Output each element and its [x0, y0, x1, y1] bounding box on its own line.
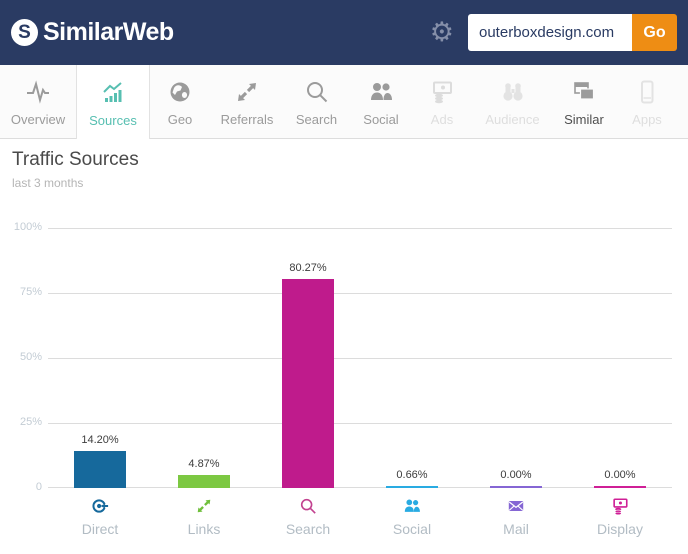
bar-value-label: 0.66%	[396, 469, 428, 481]
tab-label: Search	[295, 112, 338, 127]
bar-chart-trend-icon	[103, 82, 122, 102]
tab-referrals[interactable]: Referrals	[210, 65, 284, 138]
tab-ads[interactable]: Ads	[413, 65, 471, 138]
plot-area	[48, 228, 672, 488]
y-tick: 25%	[19, 416, 42, 428]
tab-apps[interactable]: Apps	[614, 65, 680, 138]
bar[interactable]	[178, 475, 230, 488]
tab-label: Audience	[485, 112, 540, 127]
traffic-sources-chart: 100% 75% 50% 25% 0 14.20% 4.87% 80.27% 0…	[0, 190, 688, 554]
tab-label: Similar	[564, 112, 604, 127]
similarweb-logo-icon: S	[11, 19, 38, 46]
mail-envelope-icon	[464, 497, 568, 515]
referral-arrows-icon	[238, 83, 256, 101]
pulse-icon	[27, 80, 49, 104]
bar-column-links: 4.87%	[152, 228, 256, 488]
globe-icon	[170, 82, 190, 102]
category-label-display: Display	[597, 521, 643, 537]
bar-column-display: 0.00%	[568, 228, 672, 488]
ads-billboard-icon	[433, 81, 452, 104]
go-button[interactable]: Go	[632, 14, 677, 51]
tab-similar[interactable]: Similar	[554, 65, 614, 138]
magnifier-icon	[306, 82, 327, 103]
category-label-mail: Mail	[503, 521, 529, 537]
bars-container: 14.20% 4.87% 80.27% 0.66% 0.00% 0.00%	[48, 228, 672, 488]
bar-value-label: 0.00%	[604, 469, 636, 481]
tab-label: Ads	[430, 112, 454, 127]
tab-geo[interactable]: Geo	[150, 65, 210, 138]
y-tick: 0	[35, 481, 42, 493]
tab-label: Apps	[632, 112, 662, 127]
binoculars-icon	[502, 83, 523, 101]
gridline-100	[48, 228, 672, 229]
mobile-phone-icon	[641, 80, 654, 104]
tab-label: Geo	[167, 112, 193, 127]
bar-value-label: 4.87%	[188, 458, 220, 470]
title-block: Traffic Sources last 3 months	[0, 139, 688, 190]
category-label-links: Links	[187, 521, 221, 537]
tab-label: Social	[363, 112, 399, 127]
tab-audience[interactable]: Audience	[471, 65, 554, 138]
main-nav: Overview Sources Geo Referrals Search	[0, 65, 688, 139]
page-subtitle: last 3 months	[12, 176, 84, 190]
bar-value-label: 14.20%	[81, 434, 119, 446]
category-label-social: Social	[392, 521, 432, 537]
bar[interactable]	[74, 451, 126, 488]
people-icon	[371, 83, 392, 100]
tab-search[interactable]: Search	[284, 65, 349, 138]
bar-column-social: 0.66%	[360, 228, 464, 488]
category-label-direct: Direct	[81, 521, 119, 537]
bar[interactable]	[386, 486, 438, 488]
bar[interactable]	[490, 486, 542, 488]
bar-column-search: 80.27%	[256, 228, 360, 488]
bar-column-mail: 0.00%	[464, 228, 568, 488]
gridline-75	[48, 293, 672, 294]
display-ad-icon	[568, 497, 672, 515]
bar[interactable]	[282, 279, 334, 488]
domain-search-box: Go	[468, 14, 677, 51]
direct-icon	[48, 497, 152, 515]
y-tick: 50%	[19, 351, 42, 363]
top-bar: S SimilarWeb ⚙ Go	[0, 0, 688, 65]
bar-value-label: 80.27%	[289, 262, 327, 274]
tab-sources[interactable]: Sources	[76, 65, 150, 139]
social-people-icon	[360, 497, 464, 515]
gridline-50	[48, 358, 672, 359]
bar-value-label: 0.00%	[500, 469, 532, 481]
search-magnifier-icon	[256, 497, 360, 515]
settings-gear-icon[interactable]: ⚙	[429, 17, 454, 47]
tab-label: Overview	[10, 112, 66, 127]
tab-label: Sources	[89, 113, 137, 128]
bar-column-direct: 14.20%	[48, 228, 152, 488]
tab-overview[interactable]: Overview	[0, 65, 76, 138]
gridline-0	[48, 487, 672, 488]
page-title: Traffic Sources	[12, 149, 139, 170]
tab-social[interactable]: Social	[349, 65, 413, 138]
similar-windows-icon	[574, 82, 595, 100]
domain-search-input[interactable]	[468, 14, 632, 51]
tab-label: Referrals	[220, 112, 274, 127]
similarweb-logo[interactable]: S SimilarWeb	[11, 18, 174, 47]
bar[interactable]	[594, 486, 646, 488]
category-label-search: Search	[285, 521, 331, 537]
links-icon	[152, 497, 256, 515]
category-labels-row: Direct Links Search Social Mail Display	[48, 521, 672, 537]
y-tick: 75%	[19, 286, 42, 298]
y-tick: 100%	[13, 221, 42, 233]
gridline-25	[48, 423, 672, 424]
category-icons-row	[48, 497, 672, 515]
brand-name: SimilarWeb	[43, 18, 174, 46]
